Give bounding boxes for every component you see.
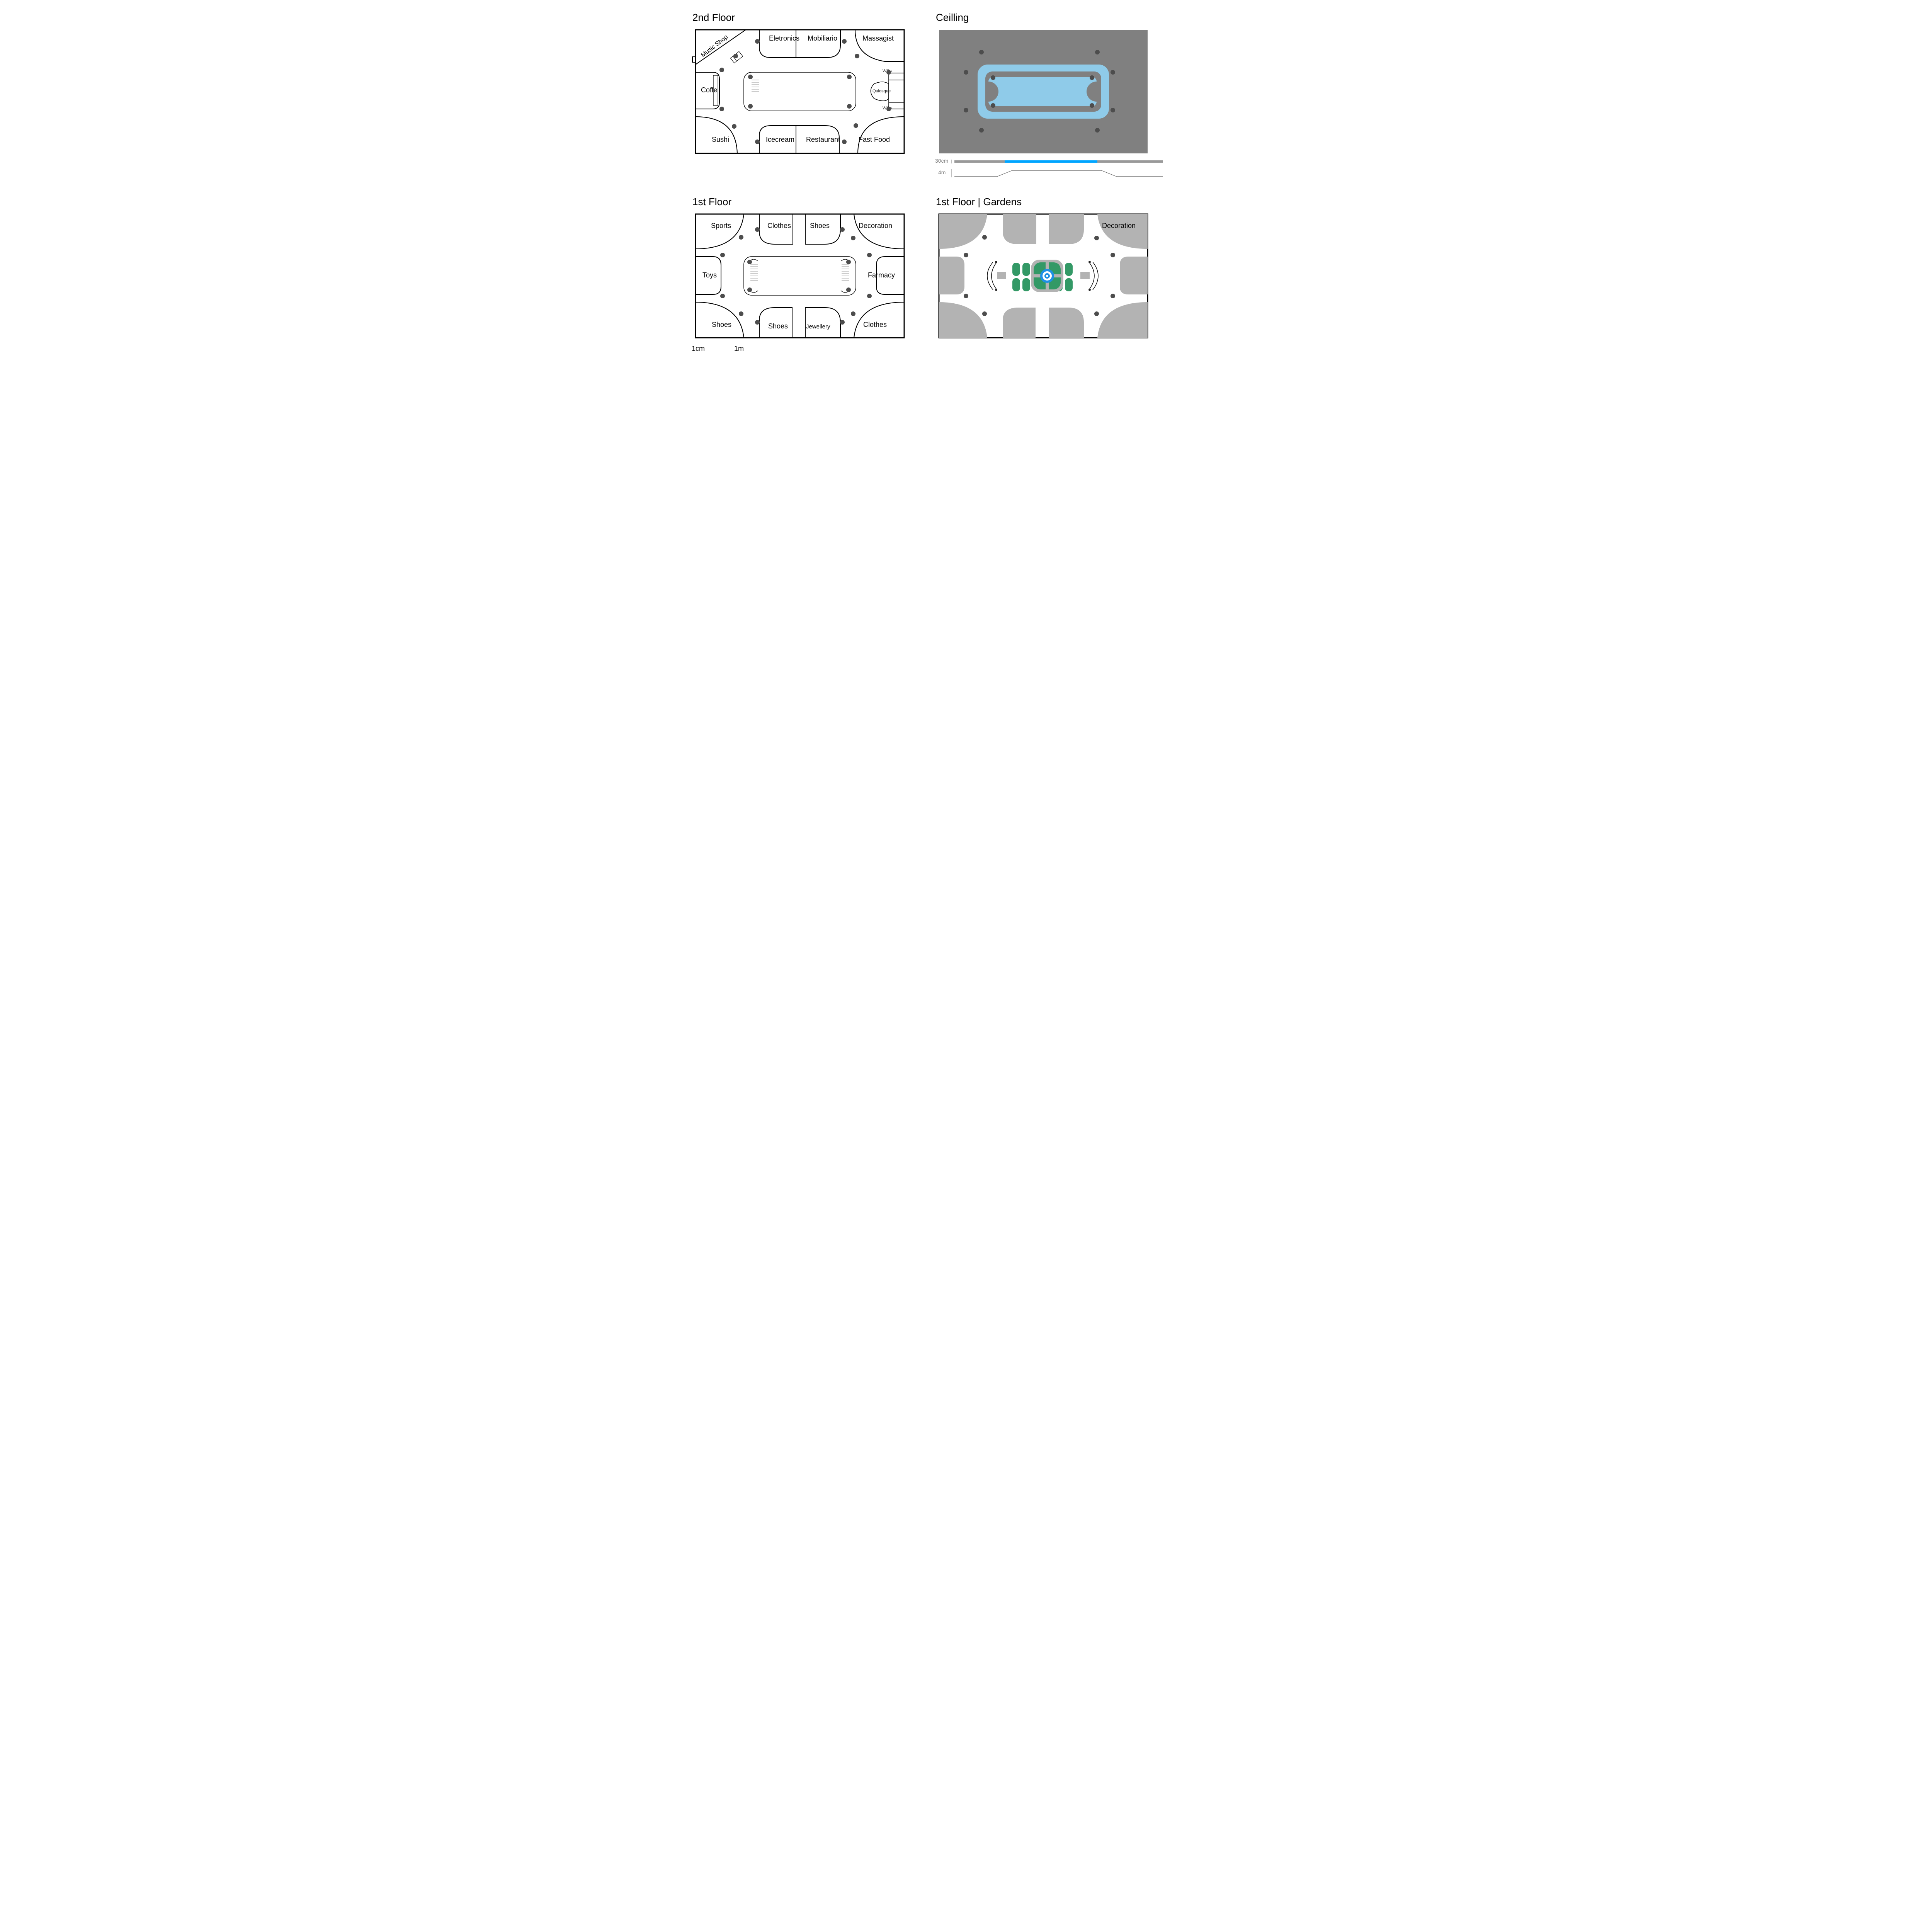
svg-text:Fast Food: Fast Food	[859, 136, 890, 143]
svg-text:Clothes: Clothes	[863, 321, 887, 328]
svg-text:Toys: Toys	[702, 271, 717, 279]
panel-gardens: 1st Floor | Gardens	[935, 196, 1155, 342]
svg-text:Shoes: Shoes	[810, 222, 830, 230]
panel-1st-floor: 1st Floor	[692, 196, 912, 353]
svg-text:Mobiliario: Mobiliario	[808, 34, 837, 42]
svg-text:Restaurant: Restaurant	[806, 136, 840, 143]
svg-text:Massagist: Massagist	[862, 34, 894, 42]
svg-text:Sports: Sports	[711, 222, 731, 230]
svg-text:Coffe: Coffe	[701, 86, 718, 94]
title-gardens: 1st Floor | Gardens	[936, 196, 1155, 208]
floor2-labels: Music Shop Eletronics Mobiliario Massagi…	[700, 34, 894, 143]
svg-text:Eletronics: Eletronics	[769, 34, 799, 42]
svg-text:Quiosque: Quiosque	[872, 89, 891, 94]
svg-text:Shoes: Shoes	[712, 321, 731, 328]
svg-text:Icecream: Icecream	[766, 136, 794, 143]
svg-text:Decoration: Decoration	[1102, 222, 1136, 230]
panel-ceiling: Ceilling 30cm 4m	[935, 12, 1167, 184]
ceiling-plan	[935, 26, 1155, 157]
scale-bar: 1cm 1m	[692, 345, 912, 353]
gardens-plan: Decoration	[935, 210, 1155, 342]
title-2nd-floor: 2nd Floor	[692, 12, 912, 24]
panel-2nd-floor: 2nd Floor	[692, 12, 912, 157]
scale-right: 1m	[734, 345, 744, 352]
svg-text:Farmacy: Farmacy	[868, 271, 895, 279]
title-1st-floor: 1st Floor	[692, 196, 912, 208]
svg-text:Sushi: Sushi	[712, 136, 729, 143]
svg-text:Decoration: Decoration	[859, 222, 892, 230]
label-30cm: 30cm	[935, 158, 948, 164]
scale-left: 1cm	[692, 345, 705, 352]
floor1-plan: Sports Clothes Shoes Decoration Toys Far…	[692, 210, 912, 342]
floor2-plan: Music Shop Eletronics Mobiliario Massagi…	[692, 26, 912, 157]
ceiling-section: 30cm 4m	[935, 157, 1167, 184]
svg-text:Clothes: Clothes	[767, 222, 791, 230]
svg-text:Jewellery: Jewellery	[806, 323, 830, 330]
svg-text:Shoes: Shoes	[768, 322, 788, 330]
title-ceiling: Ceilling	[936, 12, 1167, 24]
label-4m: 4m	[938, 169, 946, 175]
svg-text:Music Shop: Music Shop	[700, 34, 729, 59]
